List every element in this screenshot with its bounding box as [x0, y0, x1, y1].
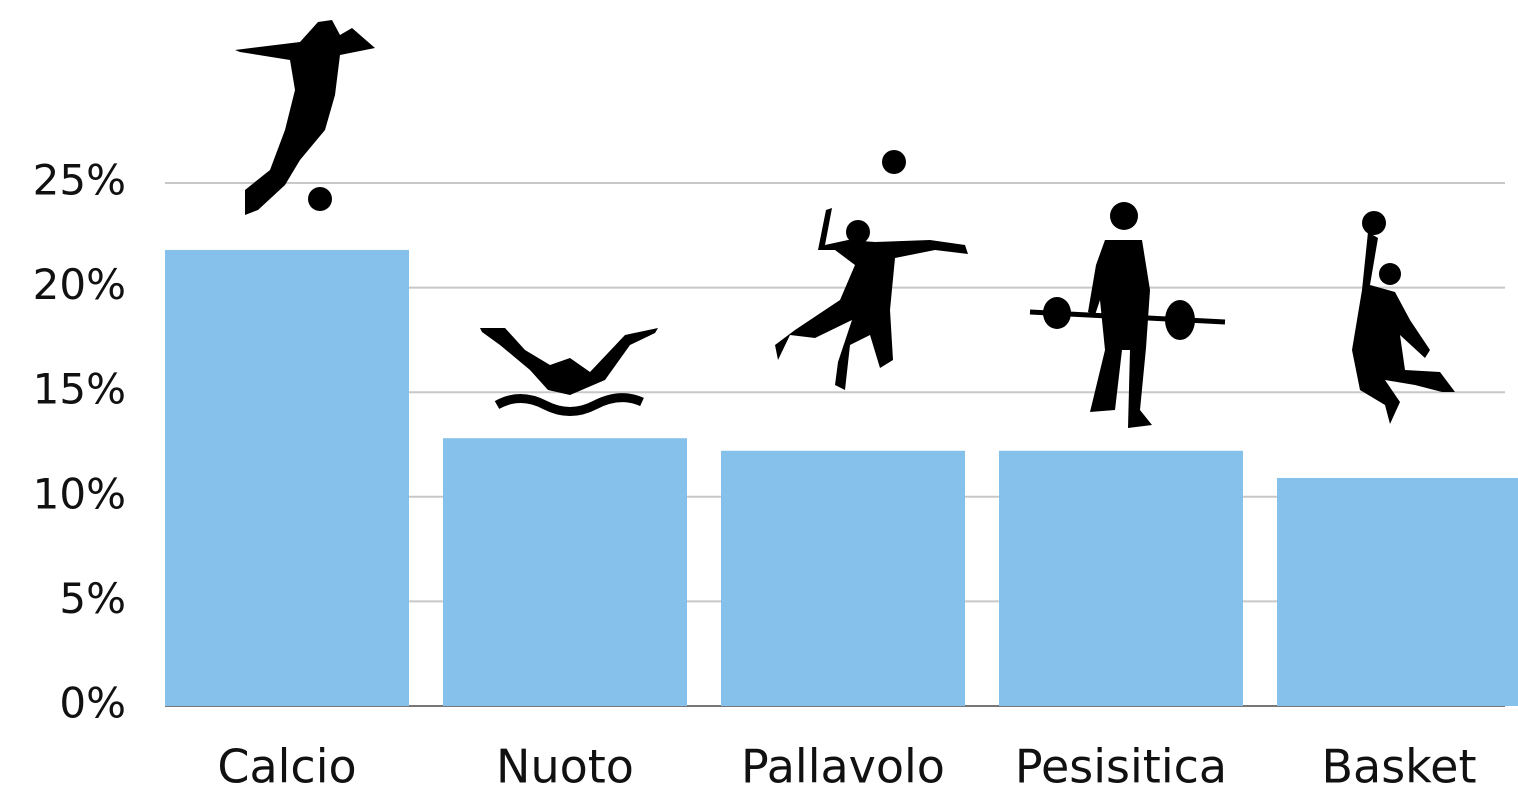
icon-weightlifting [1029, 202, 1226, 428]
icon-football [235, 20, 375, 215]
x-tick-label: Basket [1321, 740, 1476, 792]
y-tick-label: 25% [33, 156, 126, 205]
x-tick-label: Pallavolo [741, 740, 945, 792]
x-tick-label: Nuoto [496, 740, 634, 792]
y-tick-label: 5% [59, 574, 126, 623]
y-tick-label: 20% [33, 260, 126, 309]
bar [1277, 477, 1518, 706]
y-tick-label: 10% [33, 469, 126, 518]
bar [443, 438, 687, 706]
icon-basketball [1352, 211, 1455, 424]
bar [999, 450, 1243, 706]
icon-swimming [480, 328, 658, 416]
icon-volleyball [775, 150, 968, 390]
bars [165, 249, 1518, 706]
y-tick-label: 15% [33, 365, 126, 414]
labels: 0% 5% 10% 15% 20% 25% Calcio Nuoto Pallavolo Pesi… [33, 156, 1477, 792]
bar [165, 249, 409, 706]
y-tick-label: 0% [59, 679, 126, 728]
x-tick-label: Calcio [217, 740, 356, 792]
bar [721, 450, 965, 706]
icons [235, 20, 1455, 428]
x-tick-label: Pesisitica [1015, 740, 1227, 792]
